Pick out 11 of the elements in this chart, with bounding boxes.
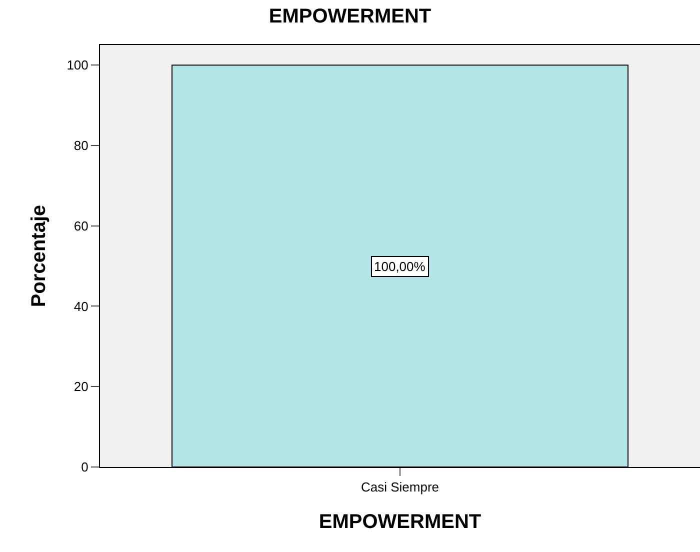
y-tick-label: 0 (81, 460, 88, 475)
data-label: 100,00% (374, 259, 426, 274)
y-tick-label: 100 (66, 58, 88, 73)
y-tick-label: 60 (74, 218, 88, 234)
x-axis-title: EMPOWERMENT (318, 511, 482, 534)
y-tick-label: 80 (74, 138, 88, 154)
y-axis-title: Porcentaje (28, 204, 50, 308)
y-tick-label: 20 (74, 379, 88, 394)
chart-title: EMPOWERMENT (268, 5, 432, 28)
y-tick-label: 40 (74, 298, 88, 314)
x-tick-label: Casi Siempre (360, 480, 440, 495)
